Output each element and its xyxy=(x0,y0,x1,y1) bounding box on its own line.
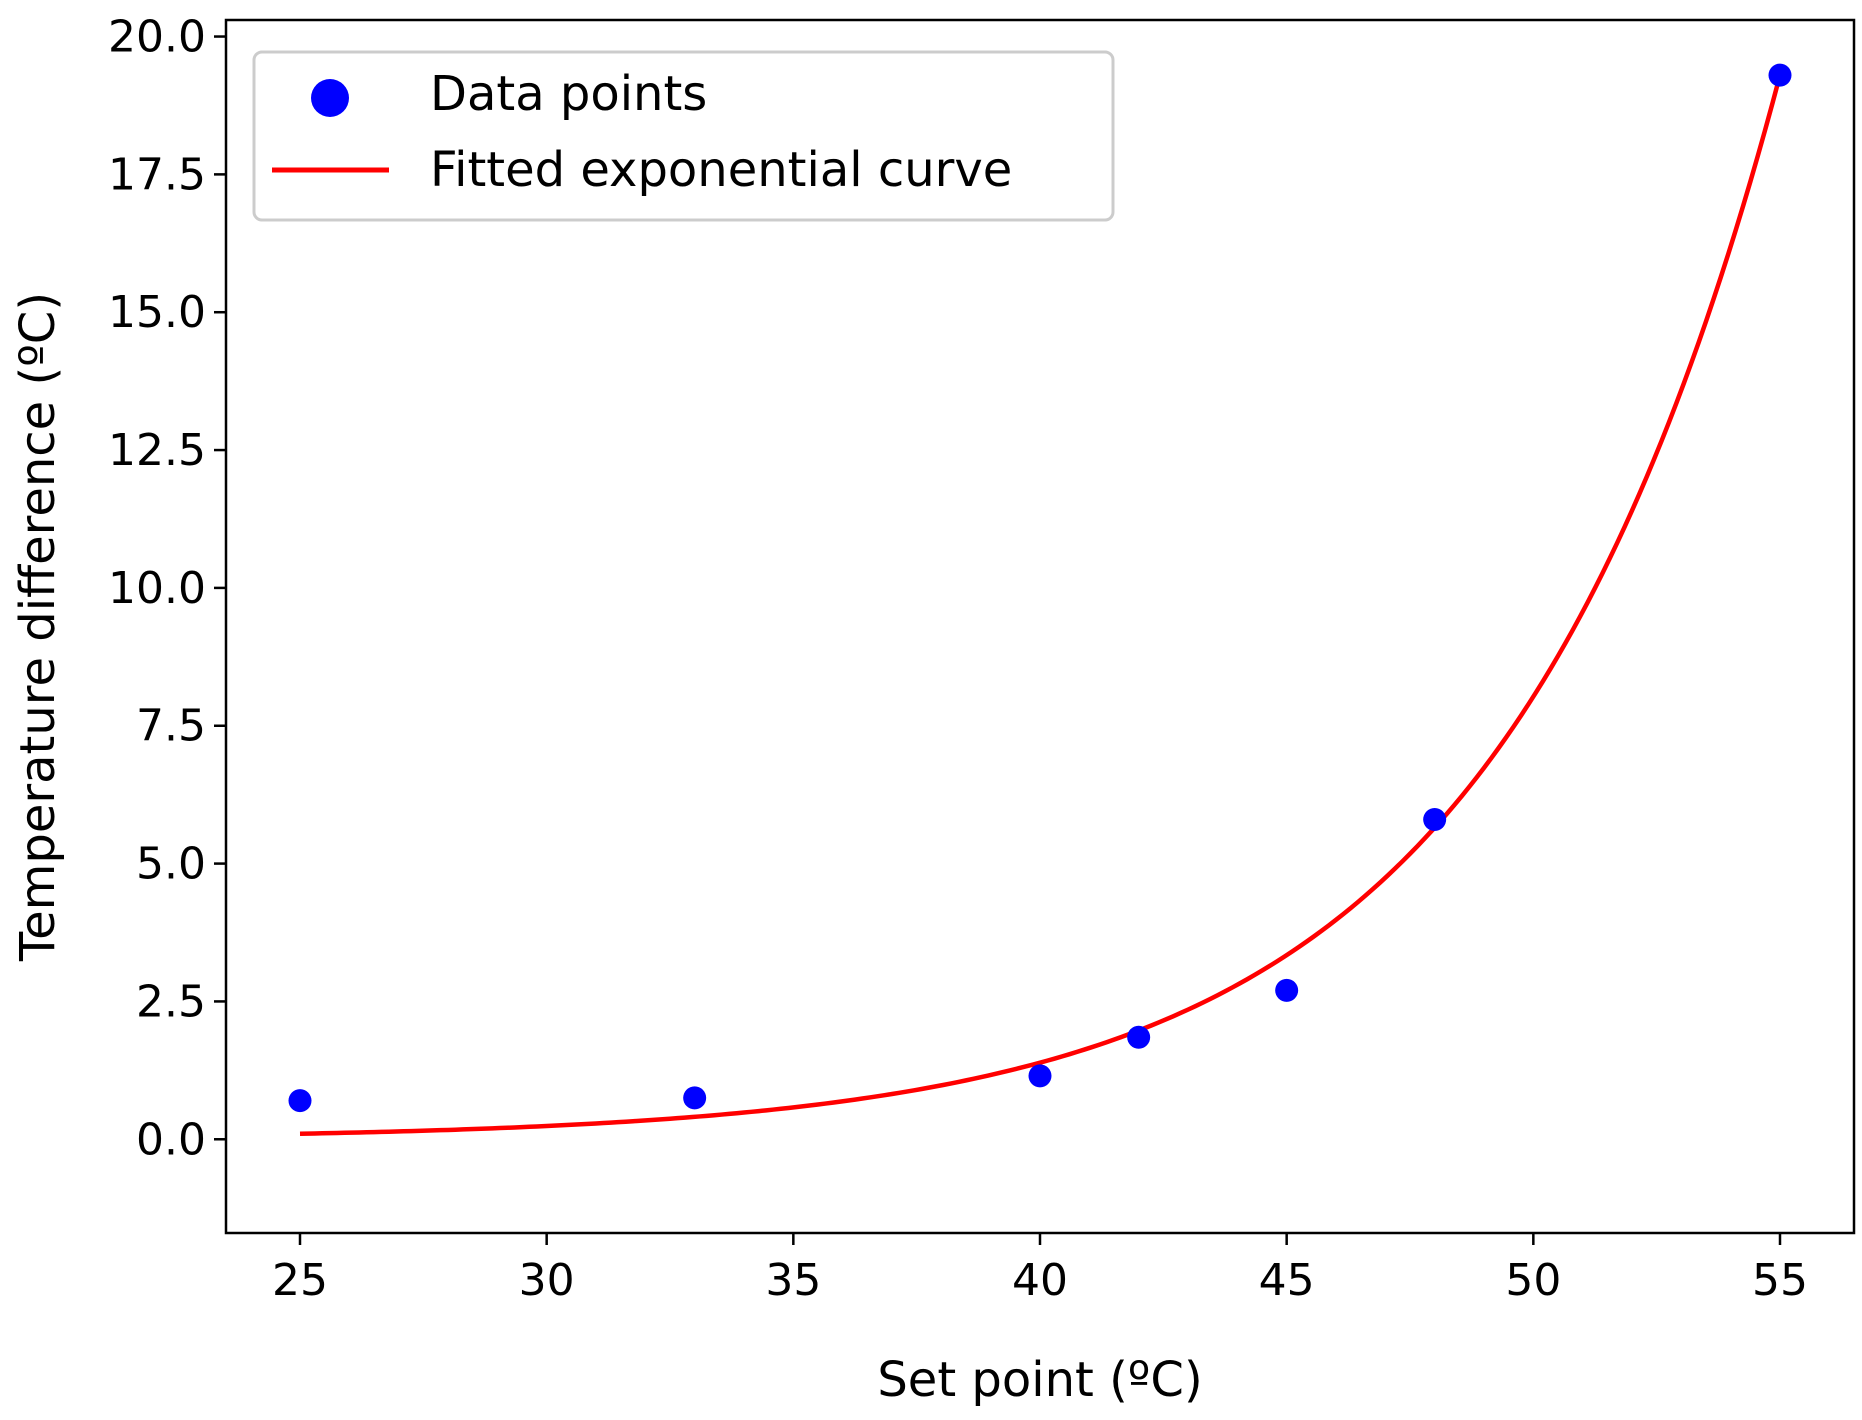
points-layer xyxy=(288,63,1792,1113)
y-tick-label: 17.5 xyxy=(108,149,206,200)
legend-marker-data-points xyxy=(311,79,349,117)
x-tick-label: 45 xyxy=(1259,1255,1315,1306)
y-tick-label: 7.5 xyxy=(136,701,206,752)
x-tick-label: 35 xyxy=(765,1255,821,1306)
data-point xyxy=(1275,978,1299,1002)
legend-label-data-points: Data points xyxy=(430,66,707,122)
y-tick-label: 15.0 xyxy=(108,287,206,338)
fitted-exponential-curve xyxy=(299,74,1783,1136)
data-point xyxy=(683,1086,707,1110)
y-tick-label: 20.0 xyxy=(108,12,206,63)
y-tick-label: 0.0 xyxy=(136,1114,206,1165)
axes-layer: 25 30 35 40 45 50 55 0.0 2.5 5.0 7.5 10.0 12.5 15.0 17… xyxy=(108,12,1808,1306)
data-point xyxy=(1768,63,1792,87)
x-tick-label: 40 xyxy=(1012,1255,1068,1306)
legend-label-fitted-curve: Fitted exponential curve xyxy=(430,142,1012,198)
x-tick-label: 50 xyxy=(1505,1255,1561,1306)
data-point xyxy=(1423,807,1447,831)
legend: Data points Fitted exponential curve xyxy=(252,50,1115,222)
x-axis-label: Set point (ºC) xyxy=(877,1352,1202,1408)
x-tick-label: 55 xyxy=(1752,1255,1808,1306)
legend-box xyxy=(252,50,1115,222)
y-tick-label: 10.0 xyxy=(108,563,206,614)
y-axis-label: Temperature difference (ºC) xyxy=(10,292,66,962)
x-tick-label: 30 xyxy=(519,1255,575,1306)
y-tick-label: 2.5 xyxy=(136,976,206,1027)
y-tick-label: 12.5 xyxy=(108,425,206,476)
data-point xyxy=(288,1089,312,1113)
data-point xyxy=(1127,1025,1151,1049)
fit-layer xyxy=(299,74,1783,1136)
data-point xyxy=(1028,1064,1052,1088)
y-tick-label: 5.0 xyxy=(136,839,206,890)
x-tick-label: 25 xyxy=(272,1255,328,1306)
